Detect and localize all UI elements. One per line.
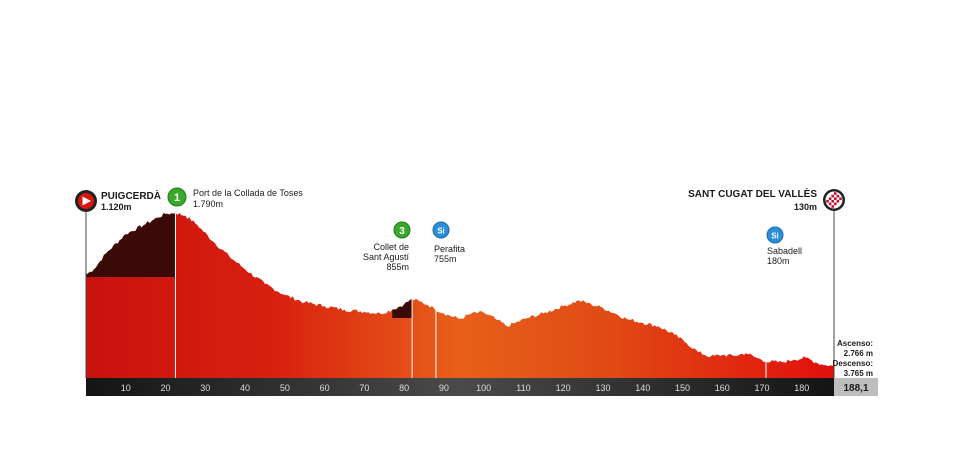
category-3-number: 3 [399, 226, 405, 237]
x-tick-label: 20 [161, 383, 171, 393]
x-tick-label: 80 [399, 383, 409, 393]
sprint-altitude-perafita: 755m [434, 254, 457, 264]
profile-layer [86, 213, 834, 378]
x-tick-label: 50 [280, 383, 290, 393]
x-tick-label: 100 [476, 383, 491, 393]
total-distance-label: 188,1 [843, 383, 868, 394]
checker-square [834, 202, 837, 206]
x-tick-label: 180 [794, 383, 809, 393]
checker-square [831, 200, 834, 203]
checker-square [836, 194, 840, 198]
x-tick-label: 10 [121, 383, 131, 393]
checker-square [831, 194, 834, 198]
x-tick-label: 140 [635, 383, 650, 393]
sprint-icon [766, 226, 784, 244]
distance-axis-bar [86, 378, 834, 396]
x-tick-label: 90 [439, 383, 449, 393]
checker-square [831, 205, 834, 208]
climb-name-toses: Port de la Collada de Toses [193, 188, 303, 198]
sprint-badge-text: Si [771, 232, 779, 241]
x-tick-label: 30 [200, 383, 210, 393]
x-tick-label: 120 [556, 383, 571, 393]
finish-town-altitude: 130m [794, 202, 817, 212]
sprint-badge-text: Si [437, 227, 445, 236]
descent-value: 3.765 m [844, 369, 873, 378]
sprint-marker-sabadell: Si Sabadell 180m [766, 226, 802, 266]
sprint-name-sabadell: Sabadell [767, 246, 802, 256]
x-tick-label: 60 [320, 383, 330, 393]
marker-lines [85, 206, 835, 378]
x-tick-label: 170 [755, 383, 770, 393]
category-1-number: 1 [174, 192, 180, 204]
sprint-marker-perafita: Si Perafita 755m [432, 221, 465, 264]
x-tick-label: 40 [240, 383, 250, 393]
climb-marker-sant-agusti: 3 Collet de Sant Agustí 855m [363, 221, 411, 272]
checker-square [834, 197, 837, 200]
checker-square [828, 197, 832, 200]
start-town-altitude: 1.120m [101, 202, 132, 212]
sprint-altitude-sabadell: 180m [767, 256, 790, 266]
start-arrow-icon [82, 196, 91, 206]
category-1-icon [167, 187, 187, 207]
finish-town-name: SANT CUGAT DEL VALLÈS [688, 187, 817, 200]
elevation-profile-area [86, 213, 834, 378]
checkered-flag-icon [826, 192, 842, 208]
x-tick-labels: 10 20 30 40 50 60 70 80 90 100 110 120 130 140 150 160 1… [121, 383, 810, 393]
category-3-icon [393, 221, 411, 239]
descent-label: Descenso: [833, 359, 873, 368]
climb-altitude-toses: 1.790m [193, 199, 223, 209]
checker-square [828, 202, 832, 206]
ascent-value: 2.766 m [844, 349, 873, 358]
start-town-name: PUIGCERDÀ [101, 189, 161, 202]
ascent-label: Ascenso: [837, 339, 873, 348]
climb-name-line2: Sant Agustí [363, 252, 410, 262]
x-tick-label: 130 [595, 383, 610, 393]
climb-name-line1: Collet de [373, 242, 409, 252]
checker-square [826, 200, 829, 203]
start-marker: PUIGCERDÀ 1.120m [75, 189, 161, 212]
elevation-summary: Ascenso: 2.766 m Descenso: 3.765 m [833, 339, 873, 378]
climb-marker-toses: 1 Port de la Collada de Toses 1.790m [167, 187, 303, 209]
x-tick-label: 70 [359, 383, 369, 393]
finish-marker: SANT CUGAT DEL VALLÈS 130m [688, 187, 845, 212]
x-tick-label: 160 [715, 383, 730, 393]
sprint-name-perafita: Perafita [434, 244, 465, 254]
checker-square [836, 200, 840, 203]
checker-square [839, 197, 842, 200]
climb-altitude-sant-agusti: 855m [386, 262, 409, 272]
x-tick-label: 110 [516, 383, 530, 393]
x-tick-label: 150 [675, 383, 690, 393]
checker-square [834, 192, 837, 195]
total-distance-box [834, 378, 878, 396]
sprint-icon [432, 221, 450, 239]
